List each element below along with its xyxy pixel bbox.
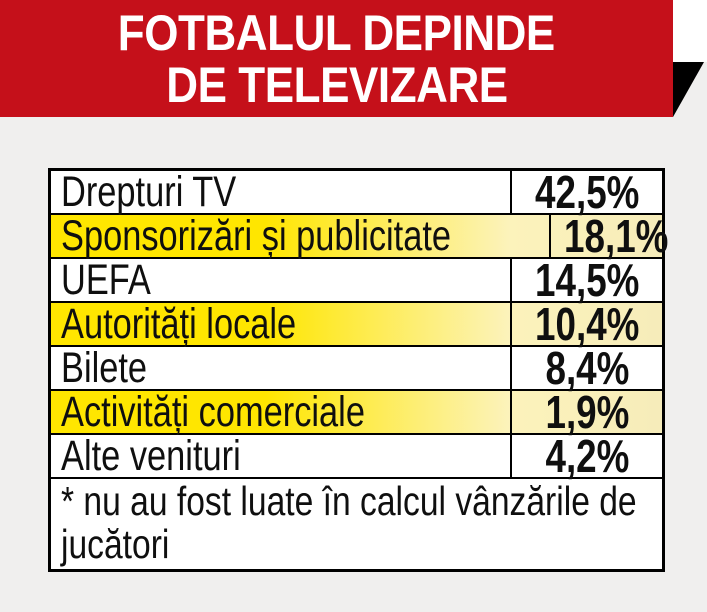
row-value: 4,2% [545, 430, 629, 482]
banner-title-line1-text: FOTBALUL DEPINDE [117, 4, 556, 61]
banner-title-line2: DE TELEVIZARE [143, 59, 531, 111]
table-row: Sponsorizări și publicitate 18,1% [51, 211, 668, 260]
row-value-cell: 8,4% [510, 342, 662, 394]
row-label: UEFA [61, 255, 151, 304]
banner-title-line2-text: DE TELEVIZARE [165, 56, 508, 113]
row-value: 8,4% [545, 342, 629, 394]
table-row: Alte venituri 4,2% [51, 430, 662, 482]
row-value: 42,5% [534, 166, 640, 218]
table-row: Bilete 8,4% [51, 342, 662, 394]
row-value: 1,9% [545, 386, 629, 438]
row-label: Alte venituri [61, 431, 241, 480]
table-row: Activități comerciale 1,9% [51, 386, 662, 438]
row-label: Drepturi TV [61, 167, 237, 216]
row-value: 10,4% [534, 298, 640, 350]
row-value-cell: 4,2% [510, 430, 662, 482]
row-value: 14,5% [534, 254, 640, 306]
row-value-cell: 18,1% [548, 210, 681, 262]
row-label-cell: Activități comerciale [51, 387, 510, 436]
row-label: Bilete [61, 343, 148, 392]
row-value-cell: 14,5% [510, 254, 662, 306]
row-label-cell: Autorități locale [51, 299, 510, 348]
row-label-cell: Sponsorizări și publicitate [51, 211, 549, 260]
title-banner: FOTBALUL DEPINDE DE TELEVIZARE [0, 0, 673, 117]
row-value-cell: 10,4% [510, 298, 662, 350]
row-label-cell: Alte venituri [51, 431, 510, 480]
revenue-table: Drepturi TV 42,5% Sponsorizări și public… [48, 166, 668, 572]
row-label-cell: UEFA [51, 255, 510, 304]
row-label-cell: Drepturi TV [51, 167, 510, 216]
footnote-text: * nu au fost luate în calcul vânzările d… [61, 478, 637, 567]
row-label: Autorități locale [61, 299, 297, 348]
row-value-cell: 42,5% [510, 166, 662, 218]
row-label: Sponsorizări și publicitate [61, 211, 452, 260]
row-value-cell: 1,9% [510, 386, 662, 438]
table-body: Drepturi TV 42,5% Sponsorizări și public… [51, 166, 668, 482]
banner-title-line1: FOTBALUL DEPINDE [88, 7, 585, 59]
table-footnote-row: * nu au fost luate în calcul vânzările d… [51, 479, 662, 569]
row-value: 18,1% [563, 210, 668, 262]
row-label-cell: Bilete [51, 343, 510, 392]
row-label: Activități comerciale [61, 387, 365, 436]
table-row: Autorități locale 10,4% [51, 298, 662, 350]
table-row: UEFA 14,5% [51, 254, 662, 306]
table-row: Drepturi TV 42,5% [51, 166, 662, 218]
